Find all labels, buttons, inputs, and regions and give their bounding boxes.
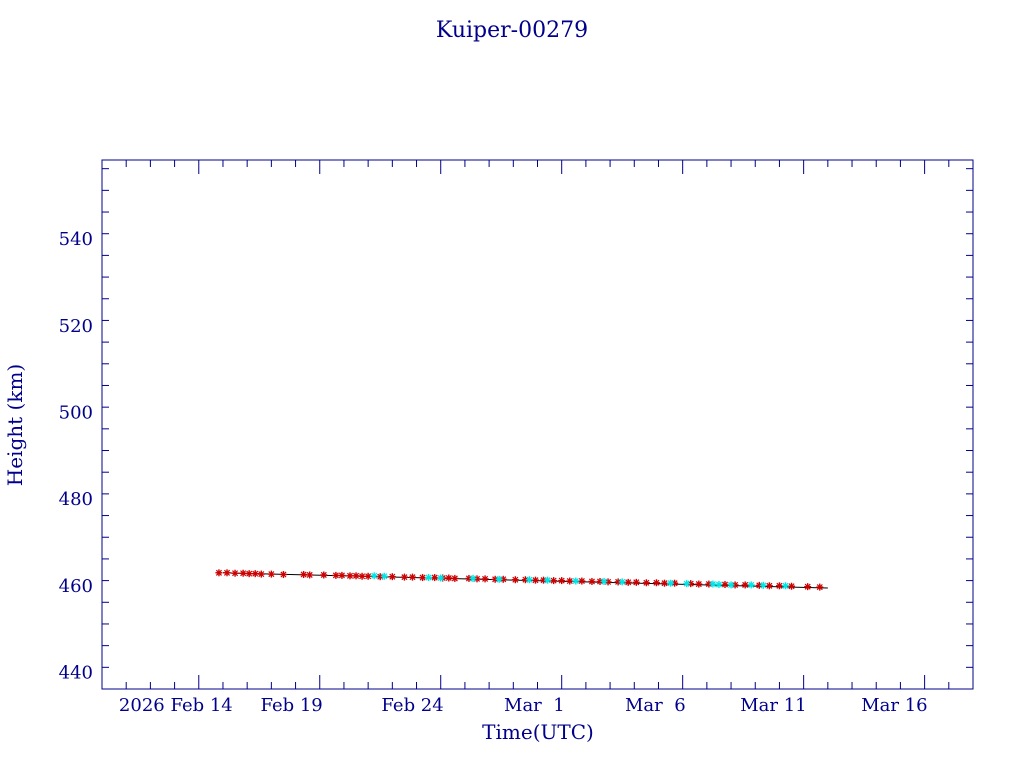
x-tick-label: Feb 24 <box>381 695 443 716</box>
y-tick-label: 520 <box>59 316 93 337</box>
data-point <box>695 580 703 588</box>
data-point <box>257 570 265 578</box>
x-tick-label: Mar 16 <box>861 695 927 716</box>
data-point <box>788 582 796 590</box>
data-point <box>578 577 586 585</box>
data-point <box>709 580 717 588</box>
data-point <box>469 574 477 582</box>
data-point <box>320 571 328 579</box>
data-point <box>741 581 749 589</box>
data-point <box>652 579 660 587</box>
data-point <box>525 576 533 584</box>
data-point <box>683 580 691 588</box>
data-point <box>816 583 824 591</box>
data-points <box>215 569 824 591</box>
data-point <box>572 577 580 585</box>
data-point <box>715 581 723 589</box>
data-point <box>352 572 360 580</box>
data-point <box>300 571 308 579</box>
data-point <box>358 572 366 580</box>
y-axis: 440 460 480 500 520 540 <box>59 168 973 684</box>
data-point <box>267 570 275 578</box>
x-tick-label: Mar 11 <box>740 695 806 716</box>
data-point <box>223 569 231 577</box>
data-point <box>765 582 773 590</box>
data-point <box>747 581 755 589</box>
data-point <box>624 578 632 586</box>
x-tick-label: Feb 19 <box>260 695 322 716</box>
data-point <box>632 578 640 586</box>
data-point <box>781 582 789 590</box>
x-tick-label: Mar 1 <box>504 695 565 716</box>
data-point <box>279 571 287 579</box>
data-point <box>721 581 729 589</box>
data-point <box>419 574 427 582</box>
data-point <box>437 574 445 582</box>
data-point <box>481 575 489 583</box>
data-point <box>495 575 503 583</box>
y-axis-label: Height (km) <box>3 364 27 486</box>
data-point <box>600 577 608 585</box>
data-point <box>727 581 735 589</box>
data-point <box>588 577 596 585</box>
y-tick-label: 540 <box>59 229 93 250</box>
data-point <box>215 569 223 577</box>
data-point <box>332 571 340 579</box>
data-point <box>338 571 346 579</box>
y-tick-label: 440 <box>59 663 93 684</box>
y-tick-label: 500 <box>59 402 93 423</box>
data-point <box>408 573 416 581</box>
data-point <box>431 574 439 582</box>
data-point <box>306 571 314 579</box>
data-point <box>370 572 378 580</box>
data-point <box>380 572 388 580</box>
data-point <box>531 576 539 584</box>
y-tick-label: 480 <box>59 489 93 510</box>
data-point <box>558 577 566 585</box>
data-point <box>239 569 247 577</box>
data-point <box>618 578 626 586</box>
data-point <box>544 576 552 584</box>
data-point <box>511 576 519 584</box>
data-point <box>661 579 669 587</box>
data-point <box>775 582 783 590</box>
data-point <box>400 573 408 581</box>
data-point <box>346 572 354 580</box>
x-tick-label: 2026 Feb 14 <box>119 695 233 716</box>
y-tick-label: 460 <box>59 576 93 597</box>
x-axis: 2026 Feb 14 Feb 19 Feb 24 Mar 1 Mar 6 Mar 11 M… <box>119 160 950 716</box>
data-point <box>445 574 453 582</box>
data-point <box>804 583 812 591</box>
data-point <box>759 581 767 589</box>
data-point <box>231 569 239 577</box>
plot-frame <box>101 159 974 690</box>
data-point <box>451 574 459 582</box>
data-point <box>425 574 433 582</box>
x-tick-label: Mar 6 <box>625 695 686 716</box>
data-point <box>566 577 574 585</box>
x-axis-label: Time(UTC) <box>482 720 594 744</box>
data-point <box>667 579 675 587</box>
data-point <box>364 572 372 580</box>
data-point <box>245 570 253 578</box>
chart-title: Kuiper-00279 <box>436 18 588 43</box>
data-point <box>388 573 396 581</box>
data-point <box>251 570 259 578</box>
data-point <box>642 579 650 587</box>
data-point <box>550 577 558 585</box>
